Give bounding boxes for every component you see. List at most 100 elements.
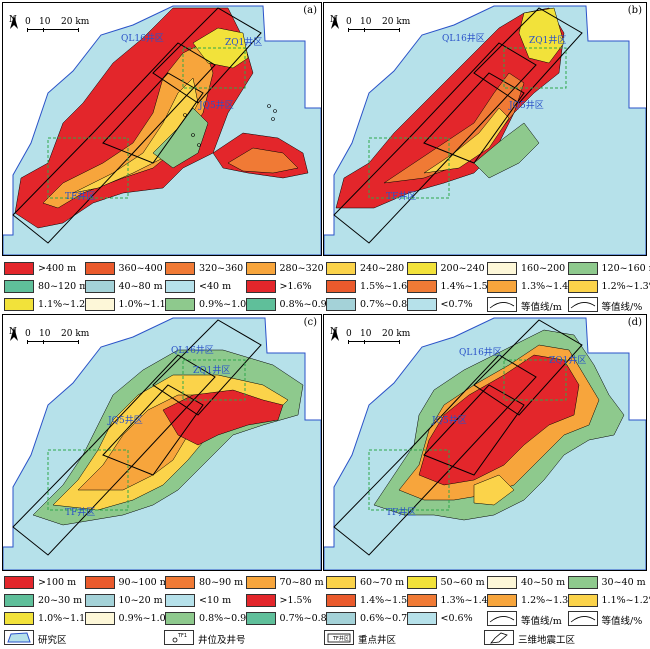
legend-swatch	[326, 298, 356, 311]
legend-swatch	[326, 280, 356, 293]
well-label-ql16: QL16井区	[171, 346, 214, 356]
svg-text:TF1: TF1	[177, 633, 187, 639]
legend-swatch	[487, 262, 517, 275]
well-label-zq1: ZQ1井区	[529, 36, 567, 46]
well-label-tf: TF井区	[65, 508, 96, 518]
contour-line-icon	[487, 611, 517, 626]
study-area-icon	[4, 630, 34, 645]
north-arrow-icon	[331, 15, 339, 29]
key-area-icon: TF井区	[324, 630, 354, 645]
scale-10: 10	[39, 329, 51, 339]
legend-label: 360~400 m	[118, 263, 175, 274]
legend-label: 0.9%~1.0%	[199, 299, 256, 310]
north-arrow: N	[330, 15, 339, 29]
legend-swatch	[245, 280, 276, 293]
seismic-survey-icon	[484, 630, 514, 645]
legend-label: 0.8%~0.9%	[279, 299, 336, 310]
north-arrow: N	[9, 327, 18, 341]
legend-bottom-row-1: >100 m 90~100 m 80~90 m 70~80 m 60~70 m 50~60…	[4, 574, 646, 592]
well-label-ql16: QL16井区	[442, 34, 485, 44]
legend-label: 280~320 m	[279, 263, 336, 274]
well-label-tf: TF井区	[65, 192, 96, 202]
legend-label: 1.0%~1.1%	[38, 613, 95, 624]
legend-label: 0.7%~0.8%	[279, 613, 336, 624]
legend-swatch	[84, 594, 115, 607]
legend-label: 80~120 m	[38, 281, 89, 292]
scale-0: 0	[25, 17, 31, 27]
legend-swatch	[326, 576, 356, 589]
well-marker-icon: TF1	[164, 630, 194, 645]
legend-swatch	[567, 262, 598, 275]
legend-swatch	[84, 612, 115, 625]
legend-swatch	[84, 576, 115, 589]
legend-swatch	[165, 298, 195, 311]
legend-label: <40 m	[199, 281, 232, 292]
map-a-svg	[3, 5, 321, 255]
legend-top-row-1: >400 m 360~400 m 320~360 m 280~320 m 240~280…	[4, 260, 650, 278]
contour-line-icon	[567, 297, 598, 312]
well-label-jq5: JQ5井区	[199, 101, 234, 111]
legend-label: 20~30 m	[38, 595, 83, 606]
legend-label: 1.2%~1.3%	[521, 595, 578, 606]
legend-label: 70~80 m	[279, 577, 324, 588]
panel-label: (b)	[627, 5, 642, 16]
map-panel-c: (c) N 0 10 20 km QL16井区 ZQ1井区 JQ5井区 TF井区	[2, 314, 322, 571]
legend-label: 0.9%~1.0%	[118, 613, 175, 624]
legend-label: >1.6%	[279, 281, 312, 292]
legend-swatch	[487, 280, 517, 293]
scale-20: 20 km	[382, 17, 411, 27]
legend-label: 1.1%~1.2%	[601, 595, 650, 606]
legend-swatch	[406, 576, 437, 589]
legend-swatch	[326, 594, 356, 607]
map-c-svg	[3, 317, 321, 570]
legend-swatch	[4, 280, 34, 293]
legend-swatch	[84, 280, 115, 293]
legend-swatch	[567, 594, 598, 607]
legend-label: <0.7%	[440, 299, 473, 310]
well-label-zq1: ZQ1井区	[549, 356, 587, 366]
legend-swatch	[4, 612, 34, 625]
legend-label: 1.3%~1.4%	[521, 281, 578, 292]
legend-swatch	[406, 298, 437, 311]
legend-swatch	[406, 612, 437, 625]
legend-label: 320~360 m	[199, 263, 256, 274]
north-arrow-icon	[331, 327, 339, 341]
legend-label: >400 m	[38, 263, 77, 274]
legend-label: 1.4%~1.5%	[360, 595, 417, 606]
panel-label: (d)	[627, 317, 642, 328]
legend-label: 0.8%~0.9%	[199, 613, 256, 624]
scale-20: 20 km	[382, 329, 411, 339]
legend-swatch	[326, 612, 356, 625]
legend-swatch	[165, 280, 195, 293]
legend-label: 30~40 m	[601, 577, 646, 588]
svg-text:TF井区: TF井区	[332, 635, 349, 642]
scale-0: 0	[346, 329, 352, 339]
well-label-jq5: JQ5井区	[432, 416, 467, 426]
map-panel-a: (a) N 0 10 20 km QL16井区 ZQ1井区 JQ5井区 TF井区	[2, 2, 322, 256]
legend-label: >100 m	[38, 577, 77, 588]
legend-swatch	[406, 594, 437, 607]
legend-label: 1.1%~1.2%	[38, 299, 95, 310]
scale-20: 20 km	[61, 17, 90, 27]
legend-label: 1.5%~1.6%	[360, 281, 417, 292]
well-label-tf: TF井区	[386, 192, 417, 202]
legend-label: 40~50 m	[521, 577, 566, 588]
legend-swatch	[165, 576, 195, 589]
legend-swatch	[84, 262, 115, 275]
legend-swatch	[165, 612, 195, 625]
legend-label: 60~70 m	[360, 577, 405, 588]
well-label-jq5: JQ5井区	[108, 416, 143, 426]
legend-swatch	[245, 576, 276, 589]
legend-label: 1.4%~1.5%	[440, 281, 497, 292]
legend-label: 0.7%~0.8%	[360, 299, 417, 310]
map-b-svg	[324, 5, 646, 255]
legend-label: 120~160 m	[601, 263, 650, 274]
north-arrow-icon	[10, 327, 18, 341]
scale-10: 10	[360, 17, 372, 27]
map-d-svg	[324, 317, 646, 570]
legend-label: 研究区	[38, 635, 67, 646]
scale-20: 20 km	[61, 329, 90, 339]
legend-bottom-row-2: 20~30 m 10~20 m <10 m >1.5% 1.4%~1.5% 1.3%~1.…	[4, 592, 650, 610]
scale-0: 0	[346, 17, 352, 27]
legend-label: 200~240 m	[440, 263, 497, 274]
